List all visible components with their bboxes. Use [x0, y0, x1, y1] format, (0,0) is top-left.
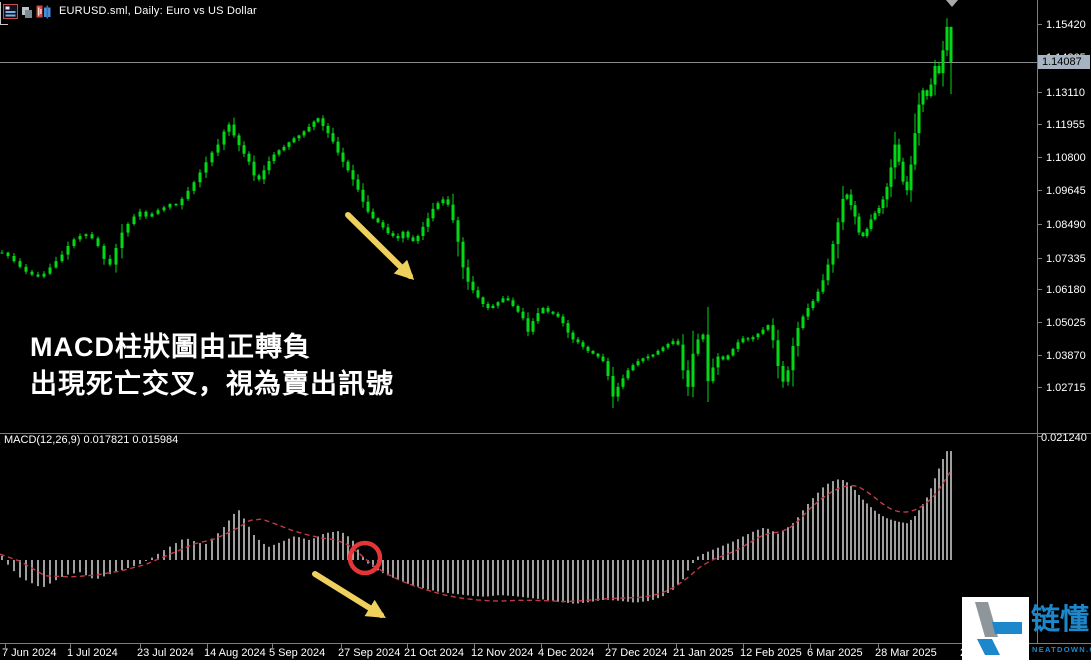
bar-chart-icon — [36, 5, 51, 18]
svg-text:1.07335: 1.07335 — [1046, 253, 1086, 265]
svg-text:6 Mar 2025: 6 Mar 2025 — [807, 647, 863, 659]
svg-text:12 Nov 2024: 12 Nov 2024 — [471, 647, 533, 659]
price-axis-labels[interactable]: 1.154201.142651.131101.119551.108001.096… — [1037, 19, 1086, 394]
annotation-text: MACD柱狀圖由正轉負 出現死亡交叉，視為賣出訊號 — [30, 329, 394, 403]
svg-text:1 Jul 2024: 1 Jul 2024 — [67, 647, 118, 659]
svg-text:1.08490: 1.08490 — [1046, 219, 1086, 231]
macd-scale-top-label: 0.021240 — [1041, 432, 1087, 444]
macd-signal-line — [0, 470, 952, 603]
watermark-logo-icon — [975, 602, 1022, 655]
svg-text:5 Sep 2024: 5 Sep 2024 — [269, 647, 325, 659]
macd-histogram — [1, 451, 952, 604]
drawn-annotations — [312, 212, 415, 619]
svg-text:27 Sep 2024: 27 Sep 2024 — [338, 647, 400, 659]
svg-text:1.06180: 1.06180 — [1046, 284, 1086, 296]
svg-text:21 Oct 2024: 21 Oct 2024 — [404, 647, 464, 659]
svg-text:21 Jan 2025: 21 Jan 2025 — [673, 647, 734, 659]
candlestick-series[interactable] — [0, 18, 953, 409]
svg-text:1.05025: 1.05025 — [1046, 317, 1086, 329]
svg-text:14 Aug 2024: 14 Aug 2024 — [204, 647, 266, 659]
svg-text:1.03870: 1.03870 — [1046, 350, 1086, 362]
axes — [0, 0, 1091, 644]
table-icon — [3, 3, 18, 19]
svg-text:12 Feb 2025: 12 Feb 2025 — [740, 647, 802, 659]
svg-text:28 Mar 2025: 28 Mar 2025 — [875, 647, 937, 659]
svg-text:23 Jul 2024: 23 Jul 2024 — [137, 647, 194, 659]
macd-indicator-label: MACD(12,26,9) 0.017821 0.015984 — [4, 434, 179, 446]
svg-text:4 Dec 2024: 4 Dec 2024 — [538, 647, 594, 659]
window-corner-bracket — [0, 2, 8, 25]
chart-title: EURUSD.sml, Daily: Euro vs US Dollar — [59, 5, 257, 17]
svg-text:1.02715: 1.02715 — [1046, 382, 1086, 394]
layers-icon — [22, 6, 32, 18]
svg-text:1.10800: 1.10800 — [1046, 152, 1086, 164]
annotation-line-2: 出現死亡交叉，視為賣出訊號 — [30, 369, 394, 399]
time-axis-labels[interactable]: 7 Jun 2024 1 Jul 2024 23 Jul 2024 14 Aug 20… — [2, 643, 1019, 659]
toolbar-icons — [3, 3, 51, 19]
svg-text:1.09645: 1.09645 — [1046, 185, 1086, 197]
annotation-line-1: MACD柱狀圖由正轉負 — [30, 332, 311, 362]
svg-text:27 Dec 2024: 27 Dec 2024 — [605, 647, 667, 659]
watermark-brand-name: 链懂 — [1031, 604, 1090, 636]
svg-text:1.15420: 1.15420 — [1046, 19, 1086, 31]
svg-text:7 Jun 2024: 7 Jun 2024 — [2, 647, 56, 659]
watermark-domain: NEATDOWN.COM — [1032, 645, 1091, 654]
watermark-logo-box — [962, 597, 1029, 660]
svg-text:1.13110: 1.13110 — [1046, 87, 1085, 99]
svg-text:1.11955: 1.11955 — [1046, 119, 1085, 131]
current-price-tag: 1.14087 — [1038, 55, 1090, 69]
chart-title-bar: EURUSD.sml, Daily: Euro vs US Dollar — [0, 0, 1091, 22]
